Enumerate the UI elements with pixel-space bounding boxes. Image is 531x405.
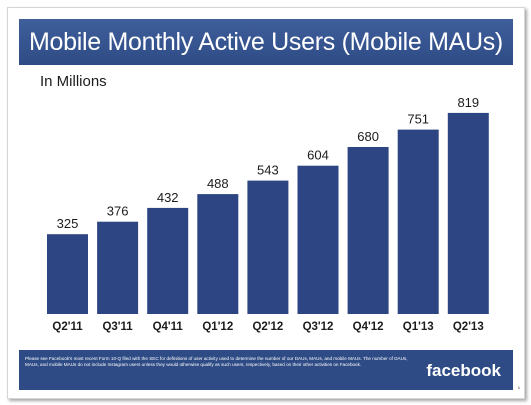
footnote: Please see Facebook's most recent Form 1… <box>25 356 408 367</box>
data-label: 751 <box>407 112 429 127</box>
bar-chart: 325 Q2'11 376 Q3'11 432 Q4'11 488 Q1'12 543 Q2'12… <box>47 95 489 333</box>
x-tick-label: Q3'12 <box>303 321 334 333</box>
x-tick-label: Q3'11 <box>102 321 133 333</box>
data-label: 432 <box>157 190 179 205</box>
data-label: 819 <box>457 95 479 110</box>
x-tick-label: Q2'11 <box>52 321 83 333</box>
bar-Q2'12 <box>247 180 289 314</box>
data-label: 325 <box>57 216 79 231</box>
data-label: 543 <box>257 163 279 178</box>
x-tick-label: Q2'13 <box>453 321 484 333</box>
bar-Q2'11 <box>47 234 88 314</box>
footer-bar: Please see Facebook's most recent Form 1… <box>19 350 513 390</box>
bar-Q2'13 <box>447 112 489 315</box>
data-label: 604 <box>307 148 329 163</box>
data-label: 488 <box>207 176 229 191</box>
x-tick-label: Q1'12 <box>202 321 233 333</box>
bar-Q1'13 <box>397 129 439 314</box>
bar-Q3'12 <box>297 165 339 314</box>
data-label: 680 <box>357 129 379 144</box>
bar-Q1'12 <box>197 194 239 314</box>
x-tick-label: Q4'12 <box>353 321 384 333</box>
data-label: 376 <box>107 204 129 219</box>
x-tick-label: Q1'13 <box>403 321 434 333</box>
slide: Mobile Monthly Active Users (Mobile MAUs… <box>7 7 525 399</box>
x-tick-label: Q2'12 <box>252 321 283 333</box>
chart-title: Mobile Monthly Active Users (Mobile MAUs… <box>29 27 503 56</box>
x-tick-label: Q4'11 <box>153 321 184 333</box>
facebook-logo: facebook <box>426 361 501 380</box>
chart-subtitle: In Millions <box>40 73 107 90</box>
title-bar: Mobile Monthly Active Users (Mobile MAUs… <box>19 19 513 65</box>
bar-Q3'11 <box>97 221 139 314</box>
bar-Q4'11 <box>147 207 189 314</box>
page-number: 6 <box>517 385 520 390</box>
bar-Q4'12 <box>347 147 389 314</box>
